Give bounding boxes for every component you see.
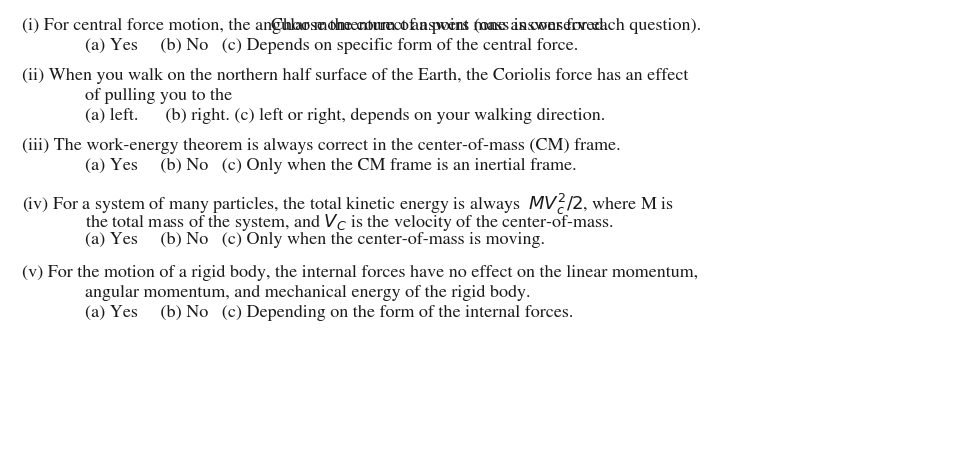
Text: angular momentum, and mechanical energy of the rigid body.: angular momentum, and mechanical energy … [85,285,530,301]
Text: (a) Yes     (b) No   (c) Only when the CM frame is an inertial frame.: (a) Yes (b) No (c) Only when the CM fram… [85,158,577,174]
Text: (i) For central force motion, the angular momentum of a point mass is conserved.: (i) For central force motion, the angula… [22,18,608,34]
Text: of pulling you to the: of pulling you to the [85,88,233,104]
Text: (iii) The work-energy theorem is always correct in the center-of-mass (CM) frame: (iii) The work-energy theorem is always … [22,138,621,154]
Text: Choose the correct answers (one answer for each question).: Choose the correct answers (one answer f… [271,18,702,34]
Text: (ii) When you walk on the northern half surface of the Earth, the Coriolis force: (ii) When you walk on the northern half … [22,68,688,84]
Text: (a) Yes     (b) No   (c) Depends on specific form of the central force.: (a) Yes (b) No (c) Depends on specific f… [85,38,578,54]
Text: (a) Yes     (b) No   (c) Depending on the form of the internal forces.: (a) Yes (b) No (c) Depending on the form… [85,305,573,321]
Text: (v) For the motion of a rigid body, the internal forces have no effect on the li: (v) For the motion of a rigid body, the … [22,265,698,281]
Text: the total mass of the system, and $V_C$ is the velocity of the center-of-mass.: the total mass of the system, and $V_C$ … [85,212,614,233]
Text: (a) left.      (b) right. (c) left or right, depends on your walking direction.: (a) left. (b) right. (c) left or right, … [85,108,605,124]
Text: (iv) For a system of many particles, the total kinetic energy is always  $MV_c^{: (iv) For a system of many particles, the… [22,192,674,217]
Text: (a) Yes     (b) No   (c) Only when the center-of-mass is moving.: (a) Yes (b) No (c) Only when the center-… [85,232,545,248]
